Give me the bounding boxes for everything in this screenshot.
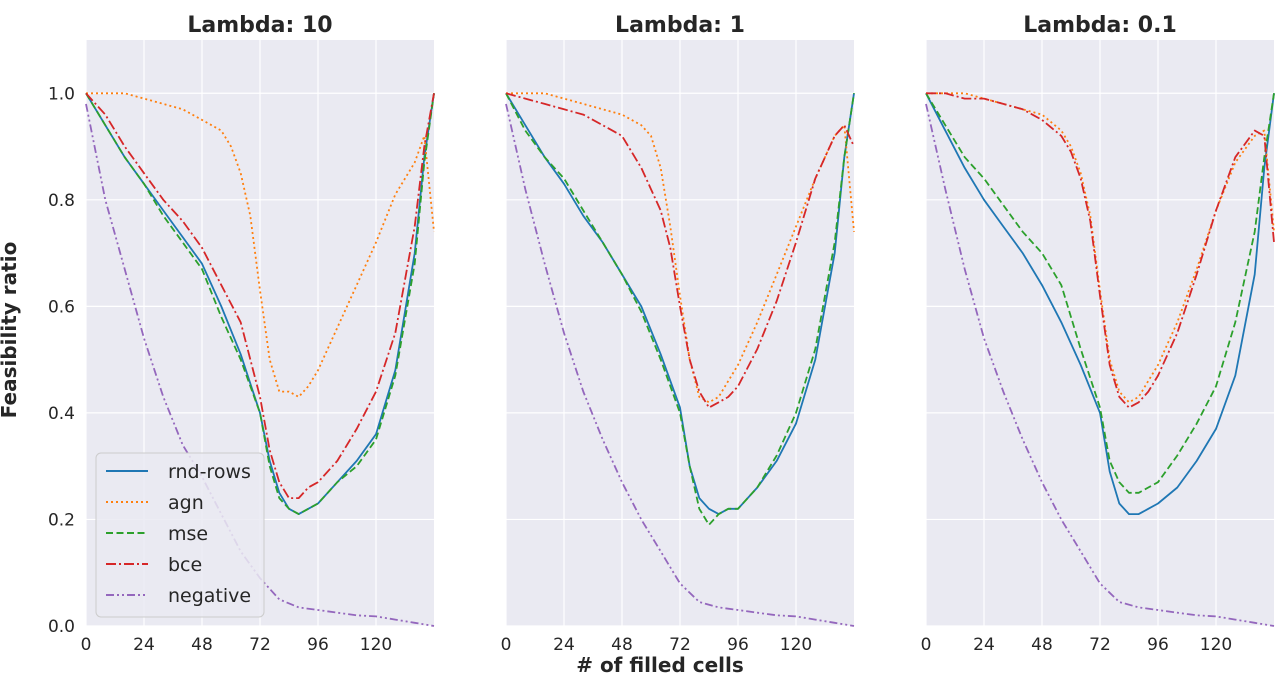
x-tick-label: 72 bbox=[669, 635, 691, 655]
panel-title: Lambda: 1 bbox=[615, 13, 745, 38]
y-tick-label: 0.0 bbox=[48, 617, 75, 637]
legend-label-bce: bce bbox=[168, 554, 202, 576]
x-tick-label: 24 bbox=[973, 635, 995, 655]
x-tick-label: 0 bbox=[921, 635, 932, 655]
y-axis-label: Feasibility ratio bbox=[0, 242, 21, 419]
x-tick-label: 48 bbox=[191, 635, 213, 655]
legend-label-agn: agn bbox=[168, 492, 204, 514]
series-line-rnd-rows bbox=[505, 92, 855, 515]
x-tick-label: 96 bbox=[1147, 635, 1169, 655]
legend: rnd-rows agn mse bce negative bbox=[95, 452, 265, 618]
x-tick-label: 96 bbox=[307, 635, 329, 655]
legend-label-rnd-rows: rnd-rows bbox=[168, 461, 251, 483]
series-line-agn bbox=[86, 92, 435, 398]
x-tick-label: 0 bbox=[501, 635, 512, 655]
series-line-bce bbox=[505, 92, 855, 409]
x-tick-label: 48 bbox=[611, 635, 633, 655]
x-tick-label: 72 bbox=[1089, 635, 1111, 655]
y-tick-label: 0.6 bbox=[48, 297, 75, 317]
legend-frame bbox=[95, 452, 265, 618]
x-axis-label: # of filled cells bbox=[576, 653, 744, 677]
y-tick-label: 0.2 bbox=[48, 510, 75, 530]
panel-title: Lambda: 10 bbox=[187, 13, 332, 38]
y-tick-label: 1.0 bbox=[48, 84, 75, 104]
panel-3: Lambda: 0.1 0 24 48 72 96 120 bbox=[921, 13, 1275, 655]
series-line-negative bbox=[505, 103, 855, 627]
series-line-agn bbox=[506, 92, 855, 404]
series-line-mse bbox=[505, 92, 855, 526]
x-tick-label: 48 bbox=[1031, 635, 1053, 655]
series-line-rnd-rows bbox=[85, 92, 435, 515]
y-tick-label: 0.4 bbox=[48, 404, 75, 424]
panel-2: Lambda: 1 0 24 48 72 96 120 bbox=[501, 13, 855, 655]
x-tick-label: 24 bbox=[553, 635, 575, 655]
x-tick-label: 0 bbox=[81, 635, 92, 655]
legend-label-negative: negative bbox=[168, 585, 251, 607]
x-tick-label: 120 bbox=[780, 635, 812, 655]
x-tick-label: 120 bbox=[360, 635, 392, 655]
y-tick-label: 0.8 bbox=[48, 191, 75, 211]
x-tick-label: 120 bbox=[1200, 635, 1232, 655]
legend-label-mse: mse bbox=[168, 523, 208, 545]
x-tick-label: 72 bbox=[249, 635, 271, 655]
series-line-mse bbox=[925, 92, 1275, 494]
series-line-rnd-rows bbox=[925, 92, 1275, 515]
series-line-bce bbox=[926, 92, 1275, 409]
panel-title: Lambda: 0.1 bbox=[1023, 13, 1177, 38]
x-tick-label: 96 bbox=[727, 635, 749, 655]
series-line-mse bbox=[85, 92, 435, 515]
x-tick-label: 24 bbox=[133, 635, 155, 655]
